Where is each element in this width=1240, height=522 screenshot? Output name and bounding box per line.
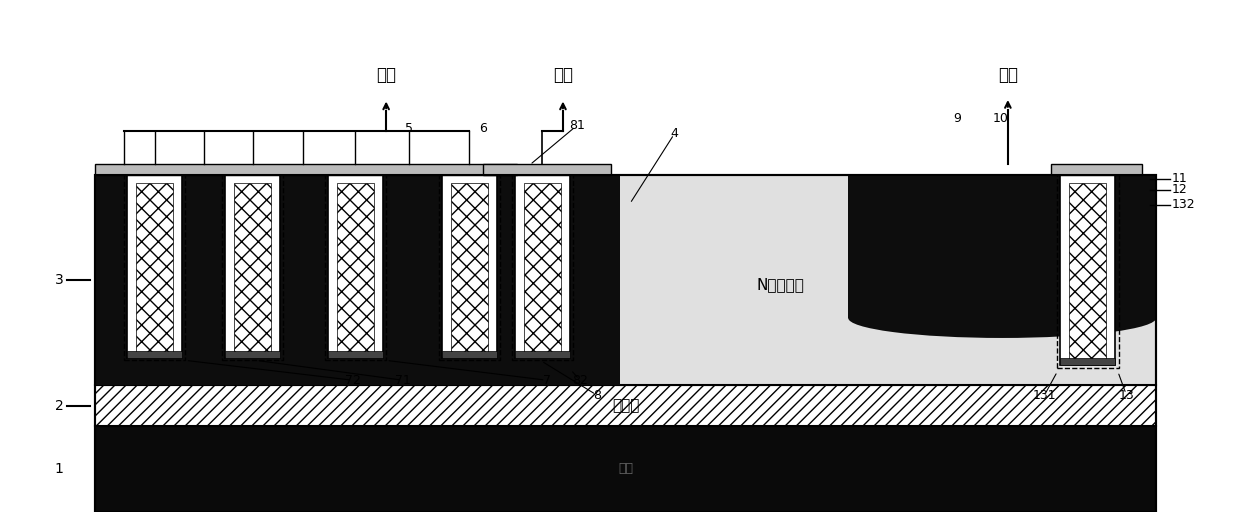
Bar [325, 166, 386, 360]
Bar [95, 175, 1156, 385]
Bar [95, 175, 1156, 512]
Text: 13: 13 [1118, 389, 1135, 402]
Text: 2: 2 [55, 399, 63, 413]
Bar [327, 175, 383, 358]
Text: 埋氧层: 埋氧层 [613, 398, 640, 413]
Text: 3: 3 [55, 273, 63, 287]
Bar [337, 183, 373, 352]
Bar [1056, 166, 1118, 367]
Text: 衬底: 衬底 [619, 462, 634, 476]
Bar [441, 175, 497, 358]
Text: 4: 4 [671, 127, 678, 140]
Bar [1052, 164, 1142, 175]
Bar [451, 183, 487, 352]
Bar [1069, 183, 1106, 359]
Bar [439, 166, 500, 360]
Text: 82: 82 [572, 374, 588, 387]
Text: 9: 9 [954, 112, 961, 125]
Text: N型漂移区: N型漂移区 [756, 277, 805, 292]
Bar [441, 350, 497, 358]
Text: 10: 10 [993, 112, 1009, 125]
Bar [1060, 175, 1115, 365]
Bar [484, 164, 611, 175]
Bar [136, 183, 172, 352]
Bar [124, 166, 185, 360]
Bar [515, 175, 570, 358]
Text: 栎极: 栎极 [376, 66, 396, 84]
Text: 阴极: 阴极 [553, 66, 573, 84]
Text: 132: 132 [1172, 198, 1195, 211]
Bar [327, 350, 383, 358]
Bar [95, 426, 1156, 512]
Bar [222, 166, 284, 360]
Bar [1060, 358, 1115, 365]
Text: 8: 8 [593, 389, 601, 402]
Text: 1: 1 [55, 462, 63, 476]
Text: 71: 71 [396, 374, 412, 387]
Bar [848, 175, 1156, 318]
Bar [226, 175, 280, 358]
Bar [128, 350, 182, 358]
Text: 72: 72 [345, 374, 361, 387]
Text: 5: 5 [405, 122, 413, 135]
Text: 阳极: 阳极 [998, 66, 1018, 84]
Ellipse shape [848, 298, 1156, 338]
Text: 12: 12 [1172, 183, 1188, 196]
Bar [95, 164, 517, 175]
Bar [95, 175, 620, 385]
Text: 6: 6 [479, 122, 487, 135]
Bar [234, 183, 270, 352]
Text: 11: 11 [1172, 172, 1188, 185]
Bar [226, 350, 280, 358]
Text: 7: 7 [543, 374, 551, 387]
Bar [95, 385, 1156, 426]
Bar [512, 166, 573, 360]
Bar [128, 175, 182, 358]
Bar [525, 183, 560, 352]
Bar [515, 350, 570, 358]
Text: 131: 131 [1033, 389, 1056, 402]
Text: 81: 81 [569, 119, 584, 132]
